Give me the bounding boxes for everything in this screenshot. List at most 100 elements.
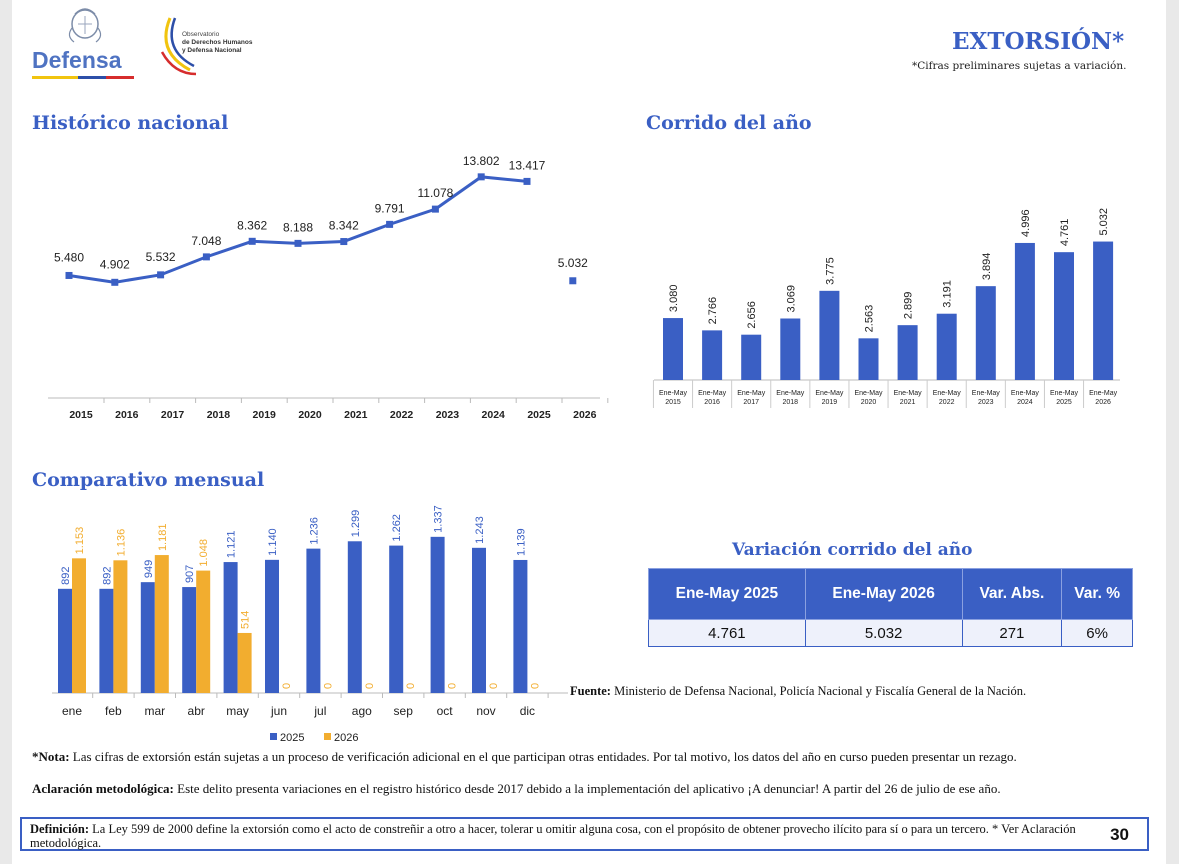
definicion-label: Definición:	[30, 822, 90, 836]
x-tick-label: oct	[437, 704, 454, 718]
x-tick-label: Ene-May	[1089, 390, 1118, 397]
bar-2025	[389, 545, 404, 693]
data-label-2026: 1.153	[74, 527, 86, 555]
variacion-header-cell: Var. %	[1061, 568, 1133, 620]
bar	[897, 325, 918, 380]
x-tick-label: Ene-May	[1011, 390, 1040, 397]
data-point	[111, 278, 119, 286]
x-tick-label: nov	[476, 704, 495, 718]
variacion-header-cell: Ene-May 2025	[648, 568, 806, 620]
x-tick-label: Ene-May	[659, 390, 688, 397]
x-tick-label: 2023	[978, 399, 994, 406]
variacion-cell: 271	[961, 619, 1063, 647]
data-label: 3.191	[942, 280, 954, 308]
variacion-cell: 4.761	[648, 619, 806, 647]
x-tick-label: Ene-May	[698, 390, 727, 397]
x-tick-label: 2022	[390, 409, 414, 421]
data-label: 9.791	[375, 201, 405, 215]
data-label-2025: 892	[101, 566, 113, 584]
x-tick-label: Ene-May	[737, 390, 766, 397]
definicion-paragraph: Definición: La Ley 599 de 2000 define la…	[30, 822, 1080, 850]
x-tick-label: 2018	[783, 399, 799, 406]
data-label: 13.802	[463, 154, 500, 168]
x-tick-label: 2020	[861, 399, 877, 406]
coat-of-arms-icon: Defensa	[32, 8, 134, 79]
x-tick-label: 2026	[573, 409, 597, 421]
bar-2026	[196, 570, 211, 693]
data-label-2026: 1.181	[157, 524, 169, 552]
data-label: 4.761	[1059, 219, 1071, 247]
data-label-2025: 1.236	[308, 517, 320, 545]
data-label-2026: 514	[240, 611, 252, 629]
x-tick-label: Ene-May	[972, 390, 1001, 397]
bar-2025	[58, 588, 72, 693]
data-point	[386, 220, 394, 228]
x-tick-label: 2025	[1056, 399, 1072, 406]
fuente-label: Fuente:	[570, 684, 611, 698]
bar-2025	[430, 536, 445, 693]
x-tick-label: 2018	[207, 409, 231, 421]
data-label-2025: 1.140	[267, 528, 279, 556]
data-label-2025: 1.139	[515, 528, 527, 556]
x-tick-label: 2026	[1095, 399, 1111, 406]
data-label-2026: 0	[322, 683, 334, 689]
data-label-2025: 1.299	[350, 510, 362, 538]
data-point	[523, 177, 531, 185]
bar-2025	[265, 559, 279, 693]
nota-label: *Nota:	[32, 749, 70, 764]
x-tick-label: feb	[105, 704, 122, 718]
x-tick-label: Ene-May	[894, 390, 923, 397]
data-point	[477, 173, 485, 181]
legend-swatch-2026	[324, 733, 331, 740]
bar-2025	[140, 582, 155, 693]
data-label: 13.417	[509, 158, 546, 172]
variacion-header-row: Ene-May 2025 Ene-May 2026 Var. Abs. Var.…	[648, 568, 1133, 620]
bar	[702, 330, 723, 380]
variacion-cell: 5.032	[804, 619, 963, 647]
x-tick-label: mar	[144, 704, 165, 718]
x-tick-label: 2021	[900, 399, 916, 406]
x-tick-label: 2022	[939, 399, 955, 406]
data-label: 4.902	[100, 257, 130, 271]
x-tick-label: 2023	[436, 409, 460, 421]
observatory-swoosh-icon: Observatorio de Derechos Humanos y Defen…	[160, 17, 253, 76]
data-label-2026: 0	[364, 683, 376, 689]
x-tick-label: 2016	[704, 399, 720, 406]
data-label: 3.775	[824, 257, 836, 285]
variacion-table: Ene-May 2025 Ene-May 2026 Var. Abs. Var.…	[648, 568, 1133, 647]
bar	[741, 334, 762, 380]
data-label-2025: 949	[143, 560, 155, 578]
data-label: 8.342	[329, 219, 359, 233]
data-label: 3.069	[785, 285, 797, 313]
bar	[975, 286, 996, 380]
data-label-2026: 0	[488, 683, 500, 689]
data-label-2026: 0	[447, 683, 459, 689]
data-label: 5.532	[146, 250, 176, 264]
x-tick-label: 2019	[253, 409, 277, 421]
aclaracion-paragraph: Aclaración metodológica: Este delito pre…	[32, 781, 1142, 796]
data-label: 3.080	[668, 285, 680, 313]
nota-body: Las cifras de extorsión están sujetas a …	[69, 749, 1017, 764]
x-tick-label: ago	[352, 704, 372, 718]
definicion-box: Definición: La Ley 599 de 2000 define la…	[20, 817, 1149, 851]
legend-label-2025: 2025	[280, 732, 304, 744]
bar	[1054, 252, 1074, 380]
variacion-title: Variación corrido del año	[732, 540, 973, 560]
bar	[663, 318, 683, 380]
x-tick-label: 2017	[161, 409, 185, 421]
aclaracion-label: Aclaración metodológica:	[32, 781, 174, 796]
observatory-logo: Observatorio de Derechos Humanos y Defen…	[156, 12, 266, 82]
data-label-2025: 1.262	[391, 514, 403, 542]
corrido-bar-chart: 3.080 Ene-May 2015 2.766 Ene-May 2016 2.656 Ene…	[652, 208, 1120, 408]
bar-2025	[306, 548, 321, 693]
x-tick-label: ene	[62, 704, 82, 718]
data-point	[248, 237, 256, 245]
data-label-2025: 907	[184, 565, 196, 583]
data-point	[157, 271, 165, 279]
data-label-2026: 0	[529, 683, 541, 689]
data-label: 2.563	[864, 305, 876, 333]
data-label: 8.362	[237, 218, 267, 232]
bar-2025	[223, 562, 238, 693]
observatory-text-3: y Defensa Nacional	[182, 47, 242, 54]
historico-line-chart: 5.480 2015 4.902 2016 5.532 2017 7.048 2018 8.36…	[48, 154, 609, 421]
